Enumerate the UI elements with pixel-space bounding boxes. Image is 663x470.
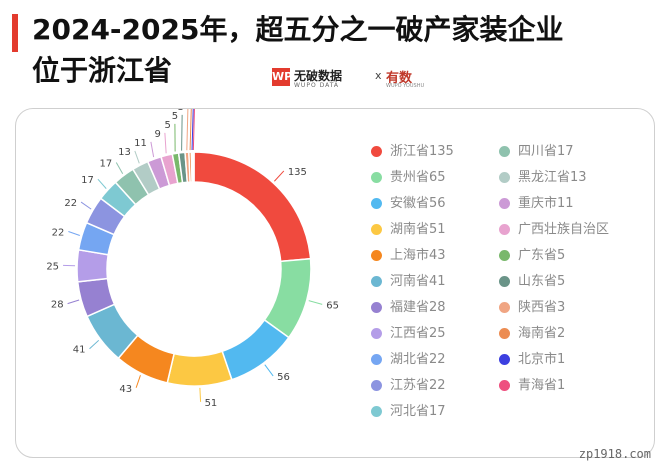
legend-label: 重庆市11 bbox=[518, 196, 574, 211]
slice-3 bbox=[166, 350, 233, 387]
legend-label: 福建省28 bbox=[390, 300, 446, 315]
legend-dot-icon bbox=[499, 146, 510, 157]
data-label-9: 22 bbox=[64, 198, 77, 209]
legend-label: 湖北省22 bbox=[390, 352, 446, 367]
legend-dot-icon bbox=[371, 146, 382, 157]
label-line-4 bbox=[135, 375, 141, 388]
label-line-19 bbox=[191, 109, 194, 151]
label-line-14 bbox=[164, 132, 167, 154]
legend-label: 上海市43 bbox=[390, 248, 446, 263]
label-line-10 bbox=[97, 178, 107, 189]
page-title: 2024-2025年，超五分之一破产家装企业 bbox=[32, 13, 564, 46]
legend-label: 广东省5 bbox=[518, 248, 566, 263]
legend-dot-icon bbox=[371, 380, 382, 391]
donut-chart: 135655651434128252222171713119553211 bbox=[46, 109, 339, 409]
partner-logo-subtitle: WUPO YOUSHU bbox=[386, 83, 425, 89]
legend-label: 山东省5 bbox=[518, 274, 566, 289]
label-line-13 bbox=[150, 141, 155, 158]
label-line-2 bbox=[264, 364, 274, 377]
label-line-12 bbox=[134, 150, 140, 164]
logo-name: 无破数据 bbox=[294, 69, 343, 83]
wupo-logo-icon: WP bbox=[272, 68, 292, 86]
label-line-1 bbox=[308, 300, 323, 305]
legend-dot-icon bbox=[499, 276, 510, 287]
data-label-2: 56 bbox=[277, 372, 290, 383]
data-label-17: 3 bbox=[178, 109, 184, 113]
data-label-10: 17 bbox=[81, 175, 94, 186]
legend-label: 湖南省51 bbox=[390, 222, 446, 237]
legend-dot-icon bbox=[371, 354, 382, 365]
data-label-12: 13 bbox=[118, 147, 131, 158]
label-line-11 bbox=[115, 162, 124, 174]
label-line-9 bbox=[80, 201, 92, 210]
legend-label: 江苏省22 bbox=[390, 378, 446, 393]
legend-dot-icon bbox=[371, 302, 382, 313]
legend-label: 河南省41 bbox=[390, 274, 446, 289]
legend-label: 海南省2 bbox=[518, 326, 566, 341]
legend-label: 陕西省3 bbox=[518, 300, 566, 315]
legend-label: 浙江省135 bbox=[390, 144, 454, 159]
chart-card: 135655651434128252222171713119553211 浙江省… bbox=[15, 108, 655, 458]
data-label-16: 5 bbox=[172, 111, 178, 122]
legend-dot-icon bbox=[499, 250, 510, 261]
logo-subtitle: WUPO DATA bbox=[294, 82, 340, 89]
watermark: zp1918.com bbox=[578, 447, 651, 461]
data-label-3: 51 bbox=[205, 398, 218, 409]
legend-dot-icon bbox=[371, 198, 382, 209]
label-line-18 bbox=[189, 109, 192, 151]
legend-label: 黑龙江省13 bbox=[518, 170, 587, 185]
legend-dot-icon bbox=[371, 406, 382, 417]
label-line-16 bbox=[181, 114, 183, 151]
legend-dot-icon bbox=[371, 328, 382, 339]
legend-label: 广西壮族自治区 bbox=[518, 222, 610, 237]
legend-dot-icon bbox=[371, 250, 382, 261]
partner-logo: 有数 bbox=[386, 71, 413, 86]
data-label-7: 25 bbox=[46, 261, 59, 272]
data-label-1: 65 bbox=[326, 300, 339, 311]
page-title-line2: 位于浙江省 bbox=[32, 54, 173, 87]
data-label-4: 43 bbox=[119, 384, 132, 395]
legend-label: 安徽省56 bbox=[390, 196, 446, 211]
legend-dot-icon bbox=[499, 224, 510, 235]
data-label-8: 22 bbox=[52, 228, 65, 239]
data-label-15: 5 bbox=[165, 120, 171, 131]
title-accent-bar bbox=[12, 14, 18, 52]
data-label-11: 17 bbox=[100, 159, 113, 170]
legend-dot-icon bbox=[371, 224, 382, 235]
legend-dot-icon bbox=[499, 380, 510, 391]
legend-dot-icon bbox=[371, 172, 382, 183]
data-label-14: 9 bbox=[155, 129, 161, 140]
data-label-6: 28 bbox=[51, 300, 64, 311]
label-line-17 bbox=[186, 109, 189, 151]
label-line-3 bbox=[199, 387, 202, 402]
legend-label: 北京市1 bbox=[518, 352, 566, 367]
label-line-20 bbox=[192, 109, 195, 151]
legend-dot-icon bbox=[499, 354, 510, 365]
data-label-13: 11 bbox=[134, 138, 147, 149]
label-line-6 bbox=[67, 299, 80, 305]
legend-dot-icon bbox=[499, 172, 510, 183]
data-label-0: 135 bbox=[288, 167, 307, 178]
legend-dot-icon bbox=[499, 302, 510, 313]
label-line-5 bbox=[89, 339, 100, 350]
legend-label: 青海省1 bbox=[518, 378, 566, 393]
data-label-5: 41 bbox=[73, 345, 86, 356]
legend-label: 贵州省65 bbox=[390, 170, 446, 185]
legend-dot-icon bbox=[499, 198, 510, 209]
label-line-0 bbox=[273, 170, 285, 182]
legend-dot-icon bbox=[371, 276, 382, 287]
logo-separator: x bbox=[375, 69, 382, 82]
legend-label: 河北省17 bbox=[390, 404, 446, 419]
legend-dot-icon bbox=[499, 328, 510, 339]
legend-label: 江西省25 bbox=[390, 326, 446, 341]
legend-label: 四川省17 bbox=[518, 144, 574, 159]
label-line-8 bbox=[68, 231, 80, 236]
slice-20 bbox=[191, 151, 195, 183]
